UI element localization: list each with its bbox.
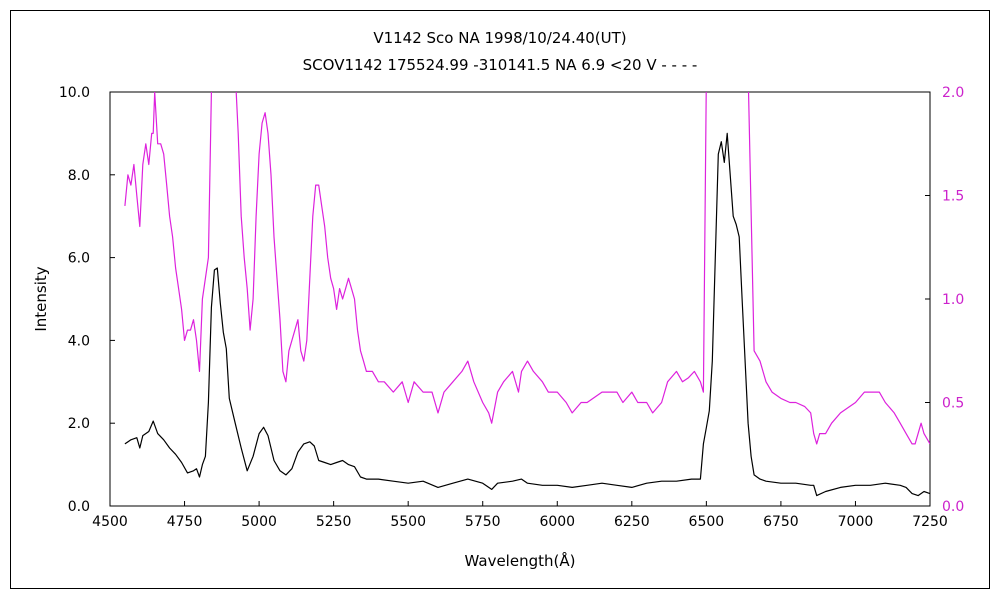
chart-subtitle: SCOV1142 175524.99 -310141.5 NA 6.9 <20 … — [303, 56, 698, 74]
y-left-tick-label: 0.0 — [68, 499, 90, 515]
y-right-tick-label: 1.0 — [942, 292, 964, 308]
x-axis-label: Wavelength(Å) — [465, 551, 576, 570]
x-tick-label: 6000 — [539, 514, 575, 530]
outer-border — [10, 10, 990, 589]
y-axis-label: Intensity — [32, 266, 50, 331]
x-tick-label: 6500 — [689, 514, 725, 530]
x-tick-label: 5750 — [465, 514, 501, 530]
x-tick-label: 7250 — [912, 514, 948, 530]
y-axis-left: 0.0 2.0 4.0 6.0 8.0 10.0 — [59, 85, 115, 515]
chart-title: V1142 Sco NA 1998/10/24.40(UT) — [373, 29, 626, 47]
x-tick-label: 4500 — [92, 514, 128, 530]
x-tick-label: 4750 — [167, 514, 203, 530]
y-right-tick-label: 0.5 — [942, 396, 964, 412]
x-tick-label: 5000 — [241, 514, 277, 530]
x-tick-label: 6750 — [763, 514, 799, 530]
y-right-tick-label: 1.5 — [942, 189, 964, 205]
series-line-right-axis — [124, 92, 930, 445]
x-tick-label: 5500 — [390, 514, 426, 530]
y-left-tick-label: 6.0 — [68, 251, 90, 267]
x-axis: 4500 4750 5000 5250 5500 5750 6000 6250 6500 6750… — [92, 501, 948, 530]
y-left-tick-label: 10.0 — [59, 85, 90, 101]
y-left-tick-label: 8.0 — [68, 168, 90, 184]
y-left-tick-label: 4.0 — [68, 333, 90, 349]
y-right-tick-label: 0.0 — [942, 499, 964, 515]
x-tick-label: 6250 — [614, 514, 650, 530]
series-line-left-axis — [124, 132, 930, 497]
y-right-tick-label: 2.0 — [942, 85, 964, 101]
y-axis-right: 0.0 0.5 1.0 1.5 2.0 — [925, 85, 964, 515]
y-left-tick-label: 2.0 — [68, 416, 90, 432]
x-tick-label: 5250 — [316, 514, 352, 530]
x-tick-label: 7000 — [838, 514, 874, 530]
plot-area — [109, 91, 931, 507]
series-layer — [124, 92, 930, 497]
